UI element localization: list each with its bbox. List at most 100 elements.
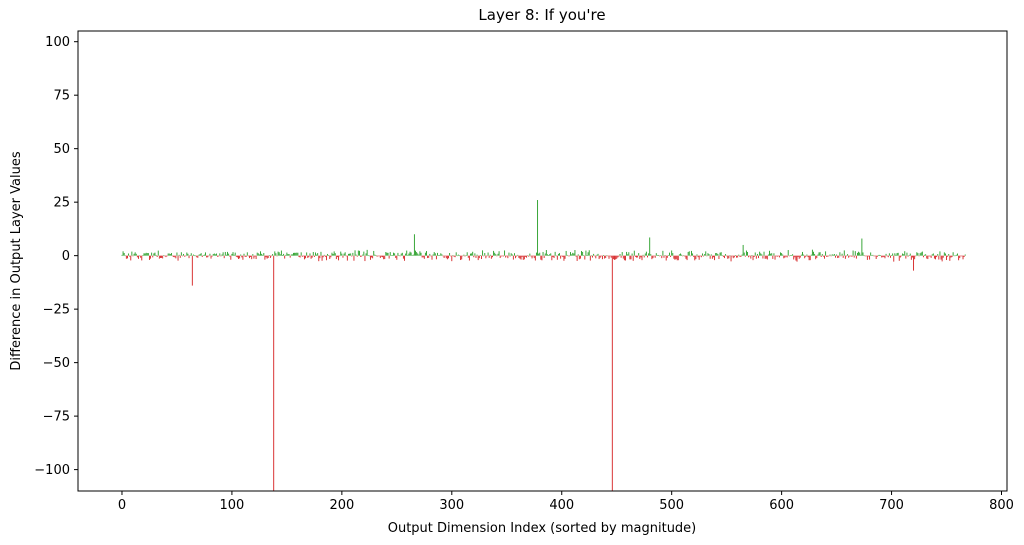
bar bbox=[634, 255, 636, 257]
bar bbox=[926, 255, 928, 259]
bar bbox=[426, 251, 427, 256]
bar bbox=[853, 255, 855, 258]
bar bbox=[828, 255, 830, 257]
bar bbox=[588, 250, 590, 256]
bar bbox=[861, 238, 863, 256]
bar bbox=[499, 255, 501, 258]
bar bbox=[162, 255, 164, 259]
bar bbox=[542, 251, 544, 256]
bar bbox=[290, 254, 292, 256]
bar bbox=[213, 253, 215, 256]
bar bbox=[740, 255, 742, 257]
bar bbox=[870, 252, 872, 256]
bar bbox=[940, 255, 942, 260]
bar bbox=[183, 253, 185, 256]
bar bbox=[777, 255, 779, 257]
bar bbox=[810, 254, 812, 256]
y-tick-label: 75 bbox=[53, 89, 70, 104]
bar bbox=[218, 255, 220, 257]
bar bbox=[263, 253, 265, 256]
bar bbox=[921, 251, 923, 256]
bar bbox=[441, 254, 443, 256]
bar bbox=[556, 255, 558, 260]
bar bbox=[941, 255, 943, 262]
bar bbox=[221, 254, 223, 256]
bar bbox=[202, 255, 204, 256]
bar bbox=[472, 251, 474, 256]
bar bbox=[382, 255, 383, 258]
bar bbox=[882, 255, 884, 258]
bar bbox=[593, 253, 595, 256]
chart-title: Layer 8: If you're bbox=[478, 6, 605, 24]
bar bbox=[813, 251, 814, 256]
bar bbox=[582, 251, 584, 256]
bar bbox=[324, 255, 326, 257]
bar bbox=[946, 255, 947, 261]
bar bbox=[832, 254, 834, 256]
bar bbox=[328, 255, 330, 256]
bar bbox=[909, 253, 911, 256]
bar bbox=[375, 255, 377, 256]
bar bbox=[928, 255, 930, 257]
bar bbox=[258, 254, 260, 256]
bar bbox=[847, 254, 849, 256]
bar bbox=[592, 255, 593, 258]
bar bbox=[127, 255, 128, 259]
bar bbox=[408, 253, 410, 256]
bar bbox=[181, 255, 183, 257]
bar bbox=[876, 255, 878, 257]
bar bbox=[379, 255, 381, 258]
bar bbox=[504, 250, 506, 256]
bar bbox=[404, 255, 405, 261]
bar bbox=[174, 255, 176, 258]
bar bbox=[553, 255, 555, 259]
bar bbox=[349, 253, 351, 256]
bar bbox=[189, 255, 191, 256]
bar bbox=[877, 254, 879, 256]
bar bbox=[490, 255, 492, 259]
bar bbox=[702, 253, 703, 256]
bar bbox=[817, 254, 819, 256]
bar bbox=[957, 253, 958, 256]
x-tick-label: 0 bbox=[118, 498, 126, 513]
bar bbox=[626, 251, 628, 256]
bar bbox=[893, 255, 895, 262]
bar bbox=[437, 252, 438, 256]
bar bbox=[769, 250, 770, 256]
bar bbox=[389, 252, 391, 256]
bar bbox=[598, 255, 600, 260]
bar bbox=[423, 255, 425, 259]
bar bbox=[146, 253, 148, 256]
bar bbox=[442, 255, 444, 257]
bar bbox=[239, 255, 241, 259]
bar bbox=[874, 255, 876, 257]
bar bbox=[508, 252, 510, 256]
bar bbox=[721, 255, 723, 256]
bar bbox=[907, 255, 909, 257]
bar bbox=[804, 255, 806, 259]
bar bbox=[152, 255, 154, 258]
bar bbox=[369, 255, 371, 260]
bar bbox=[454, 255, 456, 258]
bar bbox=[720, 252, 722, 256]
bar bbox=[187, 253, 189, 256]
bar bbox=[623, 255, 625, 261]
bar bbox=[363, 251, 365, 256]
bar bbox=[524, 255, 526, 257]
bar bbox=[842, 255, 844, 258]
bar bbox=[222, 252, 224, 256]
bar bbox=[428, 255, 430, 258]
bar bbox=[272, 254, 274, 256]
bar bbox=[869, 255, 871, 260]
bar bbox=[212, 253, 214, 256]
bar bbox=[700, 255, 702, 258]
bar bbox=[662, 250, 664, 256]
bar bbox=[849, 255, 851, 257]
bar bbox=[455, 252, 457, 256]
bar bbox=[691, 250, 692, 256]
bar bbox=[266, 255, 268, 259]
bar bbox=[831, 254, 833, 256]
bar bbox=[650, 254, 652, 256]
bar bbox=[224, 251, 226, 256]
bar bbox=[749, 255, 751, 257]
